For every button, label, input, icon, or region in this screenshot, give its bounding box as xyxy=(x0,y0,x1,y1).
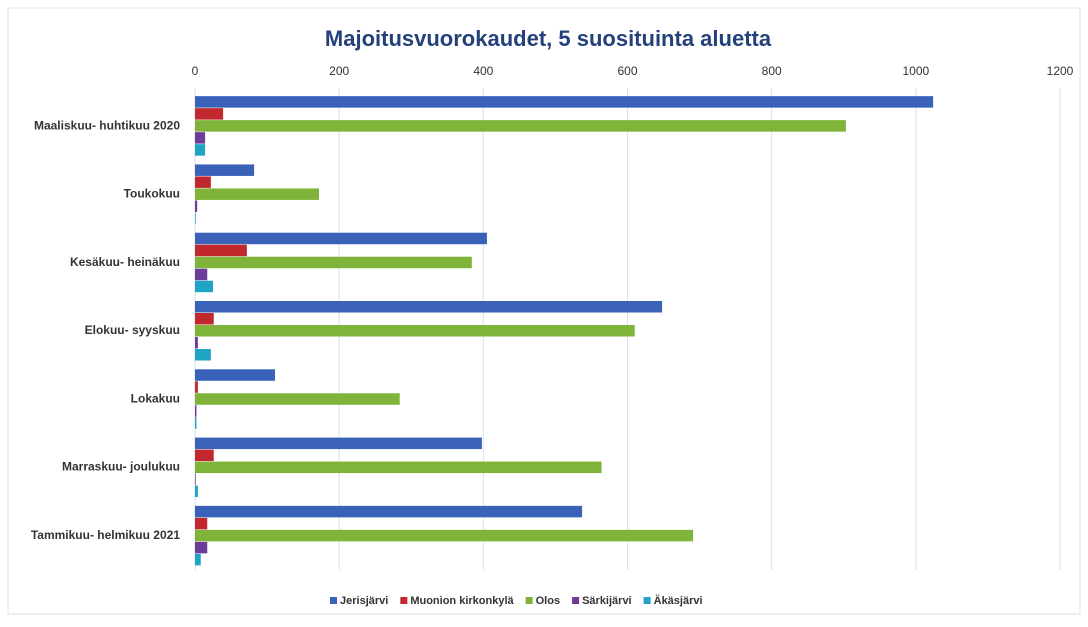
bar xyxy=(195,132,206,144)
x-tick-label: 200 xyxy=(329,64,349,78)
bar xyxy=(195,232,487,245)
legend-swatch xyxy=(525,597,533,604)
bar xyxy=(195,437,482,450)
bar xyxy=(195,188,319,200)
bar xyxy=(195,256,472,269)
x-tick-label: 800 xyxy=(762,64,782,78)
x-tick-label: 600 xyxy=(617,64,637,78)
y-tick-label: Maaliskuu- huhtikuu 2020 xyxy=(34,118,180,132)
y-tick-label: Kesäkuu- heinäkuu xyxy=(70,255,180,269)
bar xyxy=(195,461,602,474)
chart-title: Majoitusvuorokaudet, 5 suosituinta aluet… xyxy=(325,26,772,51)
legend-swatch xyxy=(330,597,337,604)
y-tick-label: Lokakuu xyxy=(131,391,180,405)
bar xyxy=(195,541,208,554)
bar xyxy=(195,529,694,542)
y-tick-label: Toukokuu xyxy=(124,187,180,201)
bar xyxy=(195,200,198,212)
legend-label: Äkäsjärvi xyxy=(654,594,703,607)
bar xyxy=(195,369,276,381)
bar xyxy=(195,553,201,566)
legend-label: Särkijärvi xyxy=(582,595,632,607)
bar xyxy=(195,244,247,257)
x-tick-label: 1200 xyxy=(1047,64,1074,78)
bar xyxy=(195,301,663,313)
legend-label: Muonion kirkonkylä xyxy=(410,595,514,607)
x-tick-label: 400 xyxy=(473,64,493,78)
y-tick-label: Elokuu- syyskuu xyxy=(85,323,180,337)
legend-swatch xyxy=(400,597,408,604)
legend-swatch xyxy=(572,597,580,604)
x-tick-label: 0 xyxy=(192,64,199,78)
bar xyxy=(195,473,196,486)
bar xyxy=(195,96,934,108)
y-tick-label: Tammikuu- helmikuu 2021 xyxy=(31,528,180,542)
legend-label: Jerisjärvi xyxy=(340,595,388,607)
legend-label: Olos xyxy=(536,595,560,607)
bar xyxy=(195,313,214,325)
bar xyxy=(195,268,208,281)
bar xyxy=(195,449,214,462)
bar xyxy=(195,517,208,530)
x-tick-label: 1000 xyxy=(902,64,929,78)
bar xyxy=(195,337,198,349)
bar xyxy=(195,417,197,429)
bar xyxy=(195,349,211,361)
bar xyxy=(195,176,211,188)
bar xyxy=(195,393,400,405)
bar xyxy=(195,144,206,156)
bar xyxy=(195,280,214,293)
bar xyxy=(195,405,197,417)
bar xyxy=(195,108,224,120)
bar xyxy=(195,212,196,224)
bar xyxy=(195,120,846,132)
bar xyxy=(195,485,198,498)
bar xyxy=(195,381,198,393)
legend-swatch xyxy=(643,597,651,604)
y-tick-label: Marraskuu- joulukuu xyxy=(62,460,180,474)
bar xyxy=(195,325,635,337)
bar xyxy=(195,164,255,176)
bar xyxy=(195,505,583,518)
